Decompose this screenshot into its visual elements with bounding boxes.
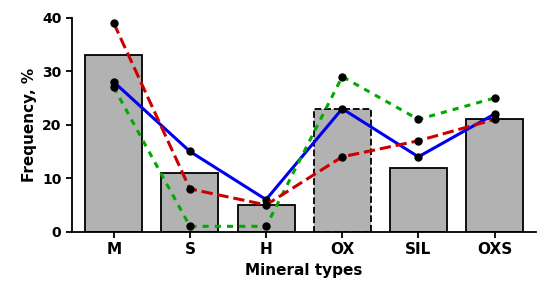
Y-axis label: Frequency, %: Frequency, % [22,68,36,182]
Bar [314,109,371,232]
Bar [390,168,447,232]
X-axis label: Mineral types: Mineral types [246,263,363,278]
Bar [85,55,142,232]
Bar [161,173,218,232]
Bar [466,119,523,232]
Bar [238,205,295,232]
